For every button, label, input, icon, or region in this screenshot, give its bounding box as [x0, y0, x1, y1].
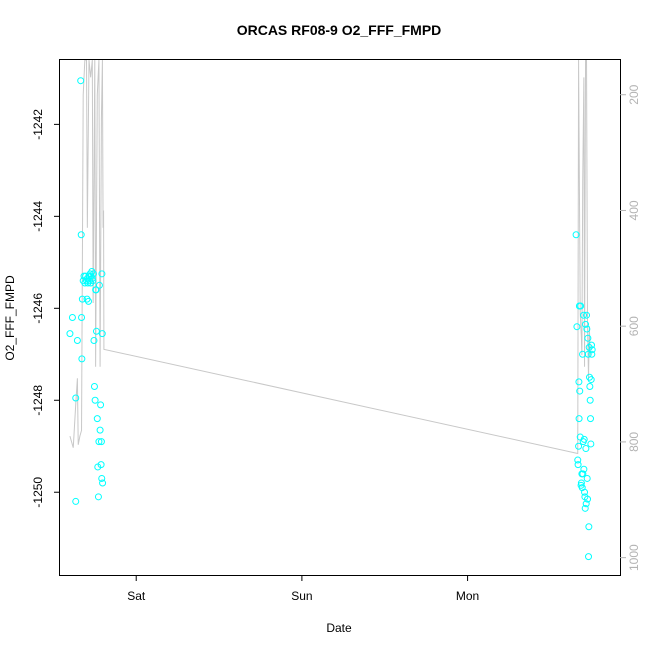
plot-frame	[59, 59, 621, 576]
data-point	[573, 323, 581, 331]
data-point	[585, 553, 593, 561]
y2-axis: 200 400 600 800 1000	[620, 84, 641, 571]
x-tick-label: Mon	[456, 589, 479, 603]
y-tick-label: -1246	[31, 293, 45, 324]
data-point	[95, 281, 103, 289]
data-point	[72, 497, 80, 505]
points-layer	[66, 77, 596, 561]
x-tick-label: Sun	[291, 589, 312, 603]
data-point	[72, 394, 80, 402]
data-point	[580, 435, 588, 443]
data-point	[586, 396, 594, 404]
data-point	[96, 426, 104, 434]
data-point	[582, 500, 590, 508]
secondary-series-line	[69, 60, 591, 455]
data-point	[68, 314, 76, 321]
data-point	[579, 470, 587, 478]
data-point	[93, 415, 101, 423]
data-point	[581, 504, 589, 512]
data-point	[99, 479, 107, 487]
data-point	[89, 270, 97, 278]
data-point	[582, 445, 590, 453]
data-point	[581, 488, 589, 496]
data-point	[94, 493, 102, 501]
data-point	[587, 376, 595, 384]
data-point	[98, 270, 106, 278]
data-point	[87, 279, 95, 287]
data-point	[95, 438, 103, 446]
data-point	[588, 350, 596, 358]
data-point	[97, 438, 105, 446]
data-point	[91, 396, 99, 404]
data-point	[78, 314, 86, 321]
data-point	[66, 330, 74, 338]
data-point	[584, 350, 592, 358]
data-point	[577, 302, 585, 310]
data-point	[90, 382, 98, 390]
data-point	[588, 346, 596, 354]
data-point	[582, 320, 590, 328]
data-point	[575, 378, 583, 386]
y-tick-label: -1244	[31, 201, 45, 232]
data-point	[575, 415, 583, 423]
data-point	[587, 415, 595, 423]
data-point	[90, 336, 98, 344]
x-axis-label: Date	[326, 621, 352, 635]
data-point	[575, 442, 583, 450]
data-point	[78, 295, 86, 303]
data-point	[98, 474, 106, 482]
data-point	[98, 330, 106, 338]
data-point	[586, 382, 594, 390]
data-point	[574, 456, 582, 464]
data-point	[73, 336, 81, 344]
data-point	[572, 231, 580, 239]
data-point	[78, 355, 86, 363]
y-axis: -1250 -1248 -1246 -1244 -1242	[31, 109, 60, 508]
data-point	[92, 286, 100, 294]
y2-tick-label: 200	[627, 84, 641, 104]
data-point	[574, 461, 582, 469]
data-point	[577, 479, 585, 487]
data-point	[583, 474, 591, 482]
y-tick-label: -1242	[31, 109, 45, 140]
data-point	[588, 341, 595, 349]
y-axis-label: O2_FFF_FMPD	[3, 275, 17, 361]
x-tick-label: Sat	[127, 589, 146, 603]
data-point	[97, 461, 105, 469]
data-point	[77, 77, 85, 85]
data-point	[92, 327, 100, 335]
data-point	[587, 440, 595, 448]
data-point	[583, 311, 591, 319]
x-axis: Sat Sun Mon	[127, 575, 479, 603]
data-point	[89, 277, 97, 285]
y-tick-label: -1250	[31, 477, 45, 508]
y2-tick-label: 600	[627, 316, 641, 336]
data-point	[77, 231, 85, 239]
y2-tick-label: 1000	[627, 544, 641, 571]
data-point	[584, 334, 592, 342]
data-point	[85, 297, 92, 305]
data-point	[580, 311, 588, 319]
data-point	[576, 387, 584, 395]
data-point	[97, 401, 105, 409]
data-point	[584, 495, 592, 503]
y2-tick-label: 400	[627, 200, 641, 220]
data-point	[583, 325, 591, 333]
data-point	[580, 465, 588, 473]
chart-title: ORCAS RF08-9 O2_FFF_FMPD	[237, 22, 442, 38]
y2-tick-label: 800	[627, 432, 641, 452]
data-point	[585, 523, 593, 531]
secondary-line-layer	[69, 60, 591, 455]
y-tick-label: -1248	[31, 385, 45, 416]
